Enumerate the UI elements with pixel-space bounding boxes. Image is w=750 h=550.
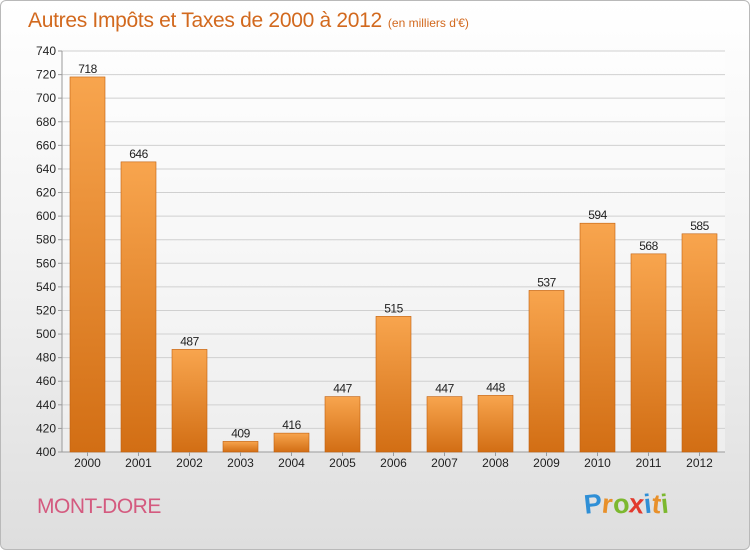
proxiti-logo: Proxiti <box>582 488 670 520</box>
bar-value-label: 594 <box>588 208 607 222</box>
bar <box>120 161 157 453</box>
place-name: MONT-DORE <box>37 495 161 518</box>
x-tick-label: 2010 <box>584 456 611 470</box>
x-tick-label: 2004 <box>278 456 305 470</box>
bar <box>579 222 616 453</box>
bar-value-label: 718 <box>78 62 97 76</box>
bar <box>477 395 514 453</box>
bar <box>375 316 412 453</box>
chart-title: Autres Impôts et Taxes de 2000 à 2012 (en… <box>28 9 469 33</box>
y-tick-label: 480 <box>36 351 56 365</box>
bar-value-label: 447 <box>333 382 352 396</box>
x-tick-label: 2011 <box>636 456 662 470</box>
bar <box>273 432 310 453</box>
x-tick-label: 2001 <box>125 456 152 470</box>
bar-value-label: 409 <box>231 426 250 440</box>
chart-title-unit: (en milliers d'€) <box>387 16 469 30</box>
y-tick-label: 440 <box>36 398 56 412</box>
bar-value-label: 448 <box>486 380 505 394</box>
y-tick-label: 660 <box>36 138 56 152</box>
y-tick-label: 720 <box>36 68 56 82</box>
y-tick-label: 460 <box>36 374 56 388</box>
y-tick-label: 600 <box>36 209 56 223</box>
bar-value-label: 447 <box>435 382 454 396</box>
y-tick-label: 560 <box>36 256 56 270</box>
logo-letter: i <box>658 488 670 520</box>
x-tick-label: 2003 <box>227 456 254 470</box>
bar-value-label: 568 <box>639 239 658 253</box>
bar <box>324 396 361 453</box>
x-tick-label: 2005 <box>329 456 356 470</box>
y-tick-label: 680 <box>36 115 56 129</box>
y-tick-label: 700 <box>36 91 56 105</box>
chart-title-main: Autres Impôts et Taxes de 2000 à 2012 <box>28 9 382 32</box>
bar <box>171 349 208 453</box>
x-tick-label: 2006 <box>380 456 407 470</box>
bar <box>69 76 106 453</box>
bar <box>681 233 718 453</box>
y-tick-label: 640 <box>36 162 56 176</box>
y-tick-label: 740 <box>36 44 56 58</box>
y-tick-label: 420 <box>36 421 56 435</box>
bar-value-label: 515 <box>384 301 403 315</box>
x-tick-label: 2009 <box>533 456 560 470</box>
bar <box>630 253 667 453</box>
y-tick-label: 520 <box>36 303 56 317</box>
y-tick-label: 580 <box>36 233 56 247</box>
x-tick-label: 2002 <box>176 456 203 470</box>
bar <box>528 290 565 453</box>
x-tick-label: 2012 <box>686 456 713 470</box>
y-tick-label: 620 <box>36 186 56 200</box>
y-tick-label: 540 <box>36 280 56 294</box>
bar-value-label: 646 <box>129 147 148 161</box>
bar-value-label: 487 <box>180 334 199 348</box>
y-tick-label: 400 <box>36 445 56 459</box>
x-tick-label: 2007 <box>431 456 458 470</box>
bar-value-label: 585 <box>690 219 709 233</box>
y-tick-label: 500 <box>36 327 56 341</box>
x-tick-label: 2008 <box>482 456 509 470</box>
bar <box>222 441 259 453</box>
bar <box>426 396 463 453</box>
bar-value-label: 416 <box>282 418 301 432</box>
x-tick-label: 2000 <box>74 456 101 470</box>
bar-value-label: 537 <box>537 275 556 289</box>
